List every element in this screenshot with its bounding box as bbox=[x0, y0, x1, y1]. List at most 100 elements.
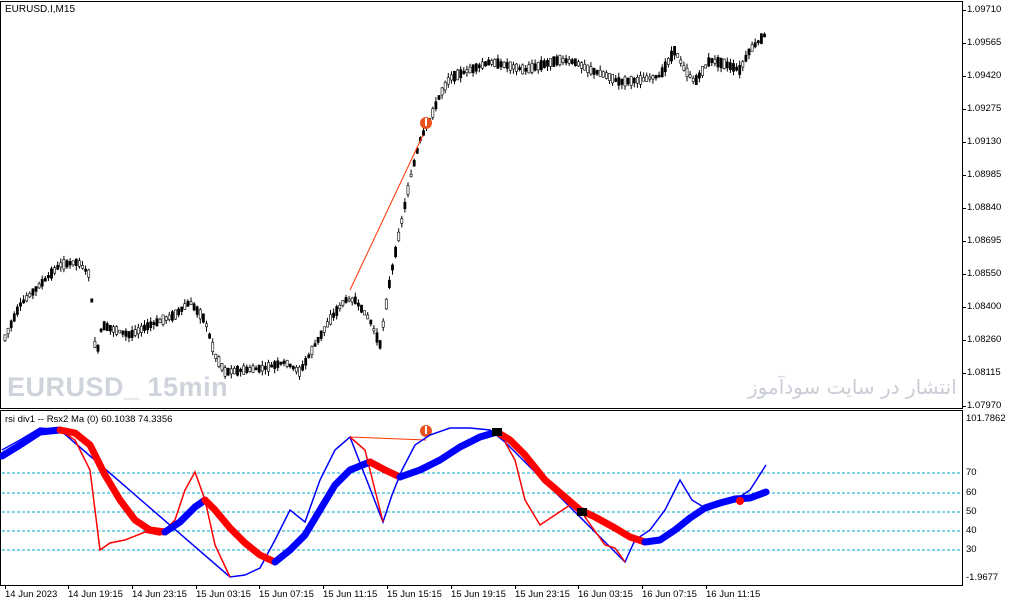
candle-body bbox=[756, 40, 760, 44]
candle-body bbox=[285, 359, 289, 367]
candle-body bbox=[102, 321, 106, 331]
price-axis-label: 1.07970 bbox=[967, 400, 1002, 411]
candle-body bbox=[626, 78, 630, 85]
candle-body bbox=[533, 63, 537, 71]
candle-body bbox=[350, 297, 354, 303]
candle-body bbox=[15, 306, 19, 315]
candle-body bbox=[670, 50, 673, 62]
candle-body bbox=[688, 74, 692, 78]
candle-body bbox=[747, 48, 751, 56]
candle-body bbox=[251, 365, 255, 373]
price-axis-tick bbox=[963, 373, 966, 374]
candle-body bbox=[530, 63, 534, 73]
candle-body bbox=[732, 63, 735, 72]
candle-body bbox=[657, 74, 661, 78]
candle-body bbox=[586, 64, 590, 73]
candle-body bbox=[394, 246, 398, 258]
price-axis-label: 1.08115 bbox=[967, 367, 1001, 378]
candle-body bbox=[195, 306, 199, 315]
candle-body bbox=[294, 367, 298, 373]
candle-body bbox=[515, 63, 518, 72]
candle-body bbox=[291, 365, 295, 370]
candle-body bbox=[632, 77, 636, 84]
candle-body bbox=[449, 74, 453, 81]
candle-body bbox=[673, 45, 677, 56]
candle-body bbox=[620, 78, 624, 85]
candle-body bbox=[25, 295, 29, 302]
candle-body bbox=[322, 326, 326, 333]
candle-body bbox=[270, 364, 274, 368]
candle-body bbox=[648, 76, 652, 80]
candle-body bbox=[115, 326, 119, 335]
candle-body bbox=[527, 64, 531, 74]
candle-body bbox=[68, 261, 72, 266]
price-chart-pane[interactable] bbox=[0, 1, 963, 409]
candle-body bbox=[710, 57, 714, 63]
candle-body bbox=[623, 76, 627, 87]
candle-body bbox=[391, 264, 394, 271]
candle-body bbox=[378, 340, 382, 349]
signal-ma-segment bbox=[493, 428, 649, 546]
site-watermark: انتشار در سایت سودآموز bbox=[748, 375, 957, 399]
candle-body bbox=[499, 61, 503, 68]
candle-body bbox=[214, 353, 218, 359]
price-axis-tick bbox=[963, 274, 966, 275]
candle-body bbox=[707, 57, 711, 67]
candle-body bbox=[484, 61, 487, 67]
time-axis-tick bbox=[451, 586, 452, 589]
candle-body bbox=[601, 71, 605, 78]
candle-body bbox=[65, 260, 69, 268]
candle-body bbox=[118, 329, 122, 334]
price-axis-tick bbox=[963, 241, 966, 242]
candle-body bbox=[561, 57, 565, 63]
candle-body bbox=[31, 288, 35, 296]
candle-body bbox=[437, 95, 441, 100]
candle-body bbox=[121, 330, 125, 335]
candle-body bbox=[164, 316, 168, 321]
candle-body bbox=[183, 303, 187, 310]
candle-body bbox=[109, 325, 112, 332]
time-axis-tick bbox=[323, 586, 324, 589]
signal-ma-segment bbox=[366, 458, 404, 481]
candle-body bbox=[480, 61, 484, 69]
candle-body bbox=[56, 264, 60, 270]
candle-body bbox=[338, 304, 342, 309]
candle-body bbox=[177, 308, 181, 316]
candle-body bbox=[660, 67, 664, 78]
candle-body bbox=[332, 312, 336, 318]
candle-body bbox=[490, 60, 494, 65]
signal-ma-segment bbox=[396, 428, 501, 481]
candle-body bbox=[397, 231, 401, 242]
price-axis-tick bbox=[963, 43, 966, 44]
candle-body bbox=[728, 62, 732, 70]
candle-body bbox=[34, 286, 38, 292]
candle-body bbox=[713, 58, 717, 64]
candle-body bbox=[629, 76, 633, 86]
candle-body bbox=[521, 64, 525, 75]
price-axis-tick bbox=[963, 208, 966, 209]
candle-body bbox=[387, 279, 391, 288]
candle-body bbox=[654, 75, 658, 79]
candle-body bbox=[694, 75, 698, 85]
candle-body bbox=[37, 283, 41, 289]
time-axis-tick bbox=[5, 586, 6, 589]
candle-body bbox=[592, 67, 596, 75]
candle-body bbox=[446, 77, 450, 85]
candle-body bbox=[617, 77, 621, 86]
candle-body bbox=[263, 365, 267, 370]
candle-body bbox=[753, 42, 757, 48]
candle-body bbox=[676, 53, 680, 58]
candle-body bbox=[257, 364, 261, 373]
candle-body bbox=[136, 327, 140, 335]
candle-body bbox=[415, 148, 419, 154]
candle-body bbox=[611, 73, 615, 84]
candle-body bbox=[360, 304, 363, 313]
candle-body bbox=[363, 310, 367, 316]
candle-body bbox=[90, 298, 94, 303]
candle-body bbox=[487, 59, 491, 66]
signal-ma-segment bbox=[56, 426, 169, 536]
candlestick-series bbox=[3, 32, 766, 380]
candle-body bbox=[167, 314, 171, 320]
candle-body bbox=[474, 63, 478, 72]
